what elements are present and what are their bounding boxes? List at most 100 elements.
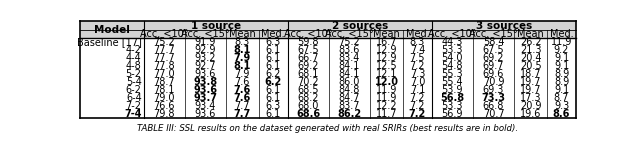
Text: 8.3: 8.3 — [410, 37, 425, 47]
Text: 5-2: 5-2 — [125, 69, 141, 79]
Text: 7.6: 7.6 — [235, 77, 250, 87]
Text: 54.0: 54.0 — [442, 53, 463, 63]
Text: 83.7: 83.7 — [339, 101, 360, 111]
Text: 4-8: 4-8 — [126, 61, 141, 71]
Text: 58.4: 58.4 — [483, 37, 504, 47]
Text: 6.1: 6.1 — [266, 61, 281, 71]
Text: 7.6: 7.6 — [234, 93, 251, 103]
Text: 21.3: 21.3 — [520, 45, 541, 55]
Text: 69.2: 69.2 — [483, 53, 504, 63]
Text: 70.9: 70.9 — [483, 77, 504, 87]
Text: Mean: Mean — [373, 29, 400, 39]
Bar — [288, 21, 432, 38]
Text: TABLE III: SSL results on the dataset generated with real SRIRs (best results ar: TABLE III: SSL results on the dataset ge… — [138, 124, 518, 133]
Text: 69.7: 69.7 — [483, 61, 504, 71]
Text: 7.9: 7.9 — [235, 69, 250, 79]
Text: 84.7: 84.7 — [339, 93, 360, 103]
Text: 7.9: 7.9 — [234, 53, 251, 63]
Text: 11.9: 11.9 — [376, 85, 397, 95]
Bar — [80, 94, 576, 102]
Text: 4-2: 4-2 — [126, 45, 141, 55]
Text: 12.5: 12.5 — [376, 61, 397, 71]
Text: 7.7: 7.7 — [234, 110, 251, 119]
Text: 93.6: 93.6 — [195, 69, 216, 79]
Text: 8.9: 8.9 — [554, 77, 569, 87]
Bar — [80, 70, 576, 78]
Text: 20.9: 20.9 — [520, 101, 541, 111]
Text: 11.9: 11.9 — [376, 93, 397, 103]
Text: 7.0: 7.0 — [410, 77, 425, 87]
Text: Acc. <15°: Acc. <15° — [469, 29, 518, 39]
Text: 6.1: 6.1 — [266, 85, 281, 95]
Bar — [80, 86, 576, 94]
Text: 66.8: 66.8 — [483, 101, 504, 111]
Text: Med.: Med. — [550, 29, 573, 39]
Text: 93.4: 93.4 — [195, 101, 216, 111]
Bar — [143, 21, 288, 38]
Text: 6.3: 6.3 — [266, 101, 281, 111]
Text: 77.7: 77.7 — [154, 45, 175, 55]
Text: 55.3: 55.3 — [442, 69, 463, 79]
Text: 66.7: 66.7 — [298, 53, 319, 63]
Text: 8.7: 8.7 — [554, 93, 569, 103]
Text: 6.2: 6.2 — [266, 69, 281, 79]
Text: 76.6: 76.6 — [154, 101, 175, 111]
Text: 84.1: 84.1 — [339, 61, 360, 71]
Text: 79.0: 79.0 — [154, 93, 175, 103]
Text: 86.0: 86.0 — [339, 77, 360, 87]
Text: 78.7: 78.7 — [154, 77, 175, 87]
Text: 7.2: 7.2 — [410, 61, 425, 71]
Text: Med.: Med. — [262, 29, 285, 39]
Text: 67.5: 67.5 — [483, 45, 504, 55]
Text: Mean: Mean — [229, 29, 256, 39]
Text: 12.0: 12.0 — [374, 77, 399, 87]
Text: 7.3: 7.3 — [410, 69, 425, 79]
Text: 8.1: 8.1 — [234, 45, 251, 55]
Text: 83.6: 83.6 — [339, 45, 360, 55]
Text: 93.7: 93.7 — [193, 93, 218, 103]
Text: 6.1: 6.1 — [266, 93, 281, 103]
Text: Acc. <10°: Acc. <10° — [140, 29, 188, 39]
Text: 69.2: 69.2 — [298, 61, 319, 71]
Text: 9.2: 9.2 — [554, 45, 569, 55]
Text: 7-2: 7-2 — [125, 101, 141, 111]
Text: 93.2: 93.2 — [195, 53, 216, 63]
Text: 53.3: 53.3 — [442, 101, 463, 111]
Text: Acc. <10°: Acc. <10° — [428, 29, 477, 39]
Text: 11.9: 11.9 — [551, 37, 572, 47]
Text: 91.9: 91.9 — [195, 37, 216, 47]
Text: 26.2: 26.2 — [520, 37, 541, 47]
Text: Med.: Med. — [406, 29, 429, 39]
Bar — [80, 21, 143, 38]
Text: 69.6: 69.6 — [483, 69, 504, 79]
Text: 86.2: 86.2 — [337, 110, 362, 119]
Text: 7.2: 7.2 — [409, 110, 426, 119]
Text: Acc. <10°: Acc. <10° — [284, 29, 333, 39]
Text: 77.0: 77.0 — [154, 69, 175, 79]
Text: 8.3: 8.3 — [235, 37, 250, 47]
Text: 77.8: 77.8 — [154, 61, 175, 71]
Text: 75.2: 75.2 — [339, 37, 360, 47]
Text: 93.6: 93.6 — [193, 85, 218, 95]
Text: 6-4: 6-4 — [126, 93, 141, 103]
Text: 68.5: 68.5 — [298, 85, 319, 95]
Text: 12.1: 12.1 — [376, 69, 397, 79]
Text: 19.6: 19.6 — [520, 110, 541, 119]
Text: 7.5: 7.5 — [410, 53, 425, 63]
Text: 16.7: 16.7 — [376, 37, 397, 47]
Text: 7.2: 7.2 — [410, 101, 425, 111]
Text: 44.3: 44.3 — [442, 37, 463, 47]
Text: 9.3: 9.3 — [554, 101, 569, 111]
Text: 84.8: 84.8 — [339, 85, 360, 95]
Text: 69.3: 69.3 — [483, 85, 504, 95]
Text: Acc. <15°: Acc. <15° — [325, 29, 374, 39]
Text: 59.8: 59.8 — [298, 37, 319, 47]
Text: 18.7: 18.7 — [520, 69, 541, 79]
Text: 9.1: 9.1 — [554, 61, 569, 71]
Text: 4-4: 4-4 — [126, 53, 141, 63]
Text: 6.3: 6.3 — [266, 37, 281, 47]
Bar — [80, 54, 576, 62]
Text: 9.1: 9.1 — [554, 53, 569, 63]
Text: 68.1: 68.1 — [298, 69, 319, 79]
Text: 8.1: 8.1 — [234, 61, 251, 71]
